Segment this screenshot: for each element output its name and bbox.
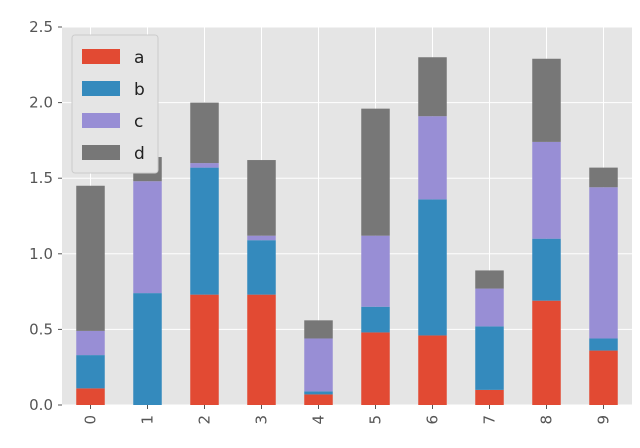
bar-a-6 (418, 335, 447, 405)
bar-d-3 (247, 160, 276, 236)
y-tick-label: 2.0 (29, 94, 53, 112)
legend-label-d: d (134, 144, 145, 164)
bar-c-9 (589, 187, 618, 339)
x-tick-label: 7 (481, 415, 499, 425)
bar-b-7 (475, 326, 504, 390)
bar-b-3 (247, 240, 276, 295)
y-tick-label: 0.0 (29, 396, 53, 414)
legend-label-c: c (134, 112, 143, 132)
bar-d-5 (361, 108, 390, 236)
legend-label-b: b (134, 80, 145, 100)
bar-a-5 (361, 332, 390, 405)
y-tick-label: 1.5 (29, 169, 53, 187)
bars (76, 57, 618, 405)
bar-d-9 (589, 167, 618, 188)
legend-label-a: a (134, 48, 144, 68)
x-tick-label: 4 (310, 415, 328, 425)
bar-a-8 (532, 300, 561, 405)
bar-b-6 (418, 199, 447, 336)
bar-a-3 (247, 294, 276, 405)
y-axis: 0.0 0.5 1.0 1.5 2.0 2.5 (29, 18, 62, 414)
bar-b-2 (190, 167, 219, 295)
x-tick-label: 1 (139, 415, 157, 425)
bar-d-0 (76, 185, 105, 331)
bar-c-7 (475, 288, 504, 327)
bar-a-7 (475, 389, 504, 405)
x-axis: 0 1 2 3 4 5 6 7 8 9 (82, 405, 613, 425)
bar-c-5 (361, 235, 390, 307)
legend-frame (71, 34, 159, 174)
bar-a-2 (190, 294, 219, 405)
y-tick-label: 0.5 (29, 320, 53, 338)
legend-swatch-b (82, 81, 120, 96)
bar-d-7 (475, 270, 504, 289)
legend-swatch-d (82, 145, 120, 160)
bar-b-5 (361, 306, 390, 333)
bar-a-0 (76, 388, 105, 405)
x-tick-label: 8 (538, 415, 556, 425)
bar-d-2 (190, 102, 219, 164)
bar-d-4 (304, 320, 333, 339)
bar-b-9 (589, 338, 618, 351)
y-tick-label: 1.0 (29, 245, 53, 263)
x-tick-label: 2 (196, 415, 214, 425)
bar-c-2 (190, 163, 219, 168)
bar-c-3 (247, 235, 276, 241)
bar-c-6 (418, 116, 447, 200)
x-tick-label: 6 (424, 415, 442, 425)
bar-c-0 (76, 330, 105, 356)
bar-c-4 (304, 338, 333, 392)
y-tick-label: 2.5 (29, 18, 53, 36)
x-tick-label: 9 (595, 415, 613, 425)
legend-swatch-a (82, 49, 120, 64)
bar-a-4 (304, 394, 333, 405)
bar-a-9 (589, 350, 618, 405)
bar-c-8 (532, 141, 561, 239)
bar-b-1 (133, 293, 162, 405)
bar-b-8 (532, 238, 561, 301)
x-tick-label: 3 (253, 415, 271, 425)
bar-b-4 (304, 391, 333, 395)
x-tick-label: 5 (367, 415, 385, 425)
bar-c-1 (133, 181, 162, 294)
bar-d-8 (532, 58, 561, 142)
bar-b-0 (76, 355, 105, 389)
x-tick-label: 0 (82, 415, 100, 425)
legend-swatch-c (82, 113, 120, 128)
bar-d-6 (418, 57, 447, 117)
